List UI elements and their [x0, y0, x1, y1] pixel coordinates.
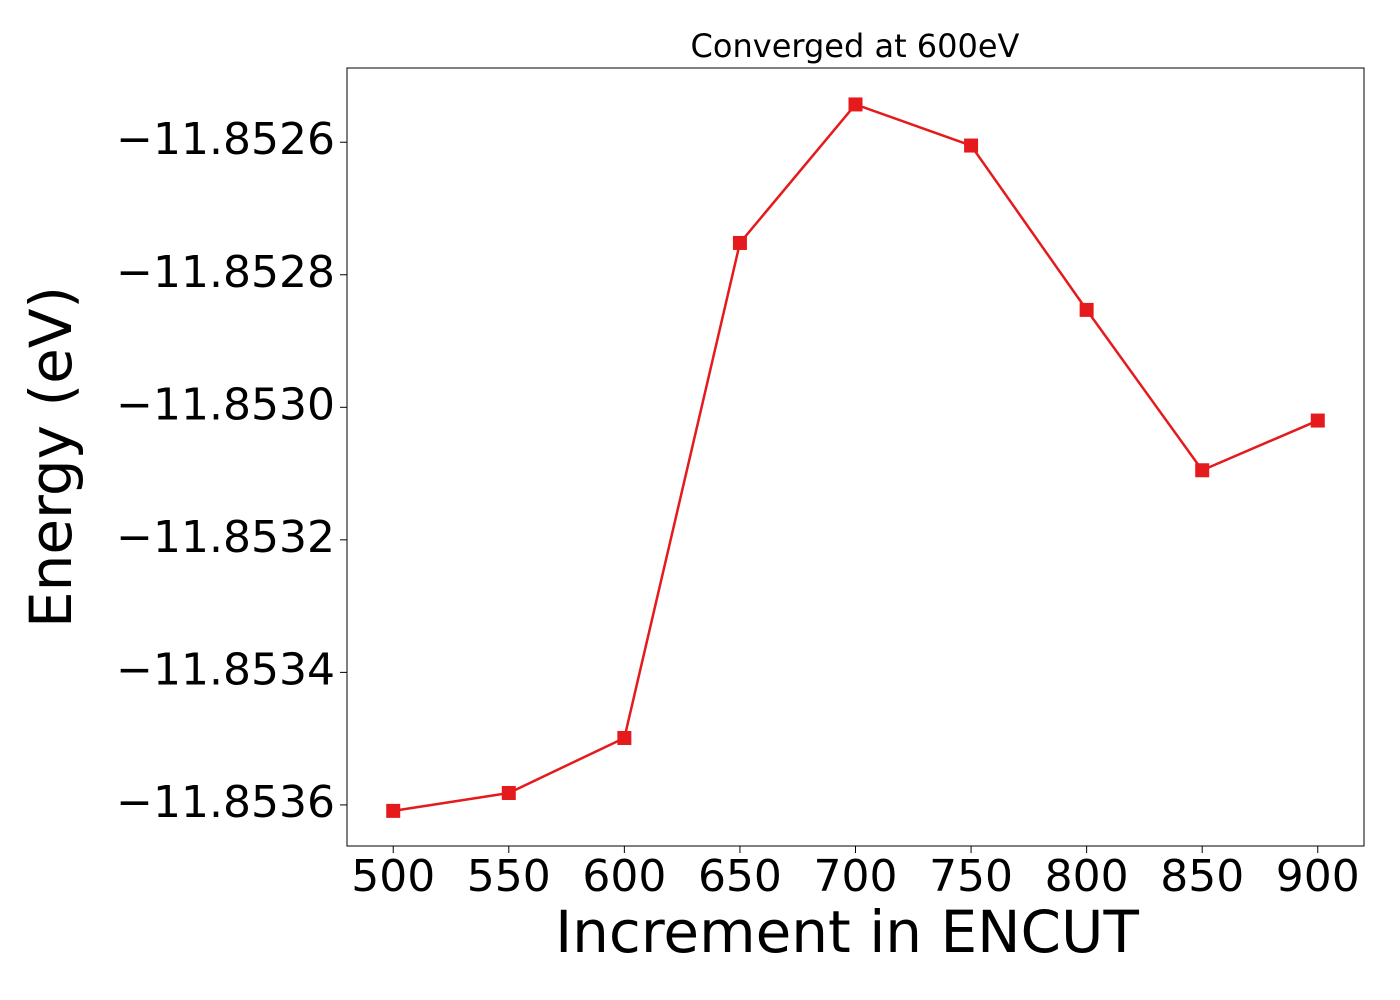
- data-point: [386, 803, 401, 818]
- y-tick-label: −11.8536: [116, 777, 335, 828]
- data-point: [732, 235, 747, 250]
- data-point: [1079, 302, 1094, 317]
- x-axis-label: Increment in ENCUT: [555, 898, 1139, 966]
- data-point: [848, 97, 863, 112]
- x-tick-label: 700: [814, 851, 898, 902]
- x-tick-label: 650: [698, 851, 782, 902]
- data-point: [964, 138, 979, 153]
- x-tick-label: 600: [582, 851, 666, 902]
- y-tick-label: −11.8534: [116, 644, 335, 695]
- x-tick-label: 900: [1276, 851, 1360, 902]
- data-line: [393, 102, 1319, 813]
- x-tick-label: 850: [1160, 851, 1244, 902]
- y-axis-label: Energy (eV): [17, 286, 85, 628]
- x-tick-label: 550: [467, 851, 551, 902]
- data-point: [1195, 463, 1210, 478]
- y-tick-label: −11.8532: [116, 512, 335, 563]
- y-tick-label: −11.8528: [116, 247, 335, 298]
- plot-frame: [346, 67, 1365, 847]
- data-point: [617, 730, 632, 745]
- y-tick-label: −11.8530: [116, 379, 335, 430]
- y-tick-label: −11.8526: [116, 114, 335, 165]
- chart-title: Converged at 600eV: [691, 27, 1020, 65]
- x-tick-label: 500: [351, 851, 435, 902]
- data-point: [501, 785, 516, 800]
- data-point: [1310, 413, 1325, 428]
- x-tick-label: 750: [929, 851, 1013, 902]
- x-tick-label: 800: [1045, 851, 1129, 902]
